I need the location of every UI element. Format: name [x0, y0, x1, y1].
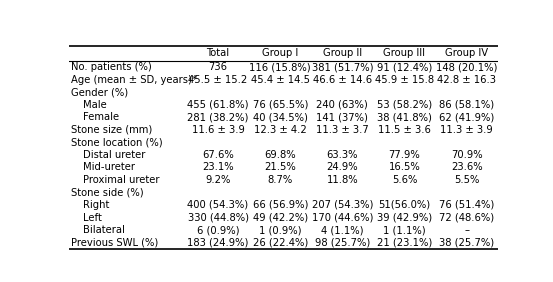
Text: Total: Total: [206, 49, 229, 58]
Text: 98 (25.7%): 98 (25.7%): [315, 237, 370, 248]
Text: 11.3 ± 3.9: 11.3 ± 3.9: [440, 125, 493, 135]
Text: 12.3 ± 4.2: 12.3 ± 4.2: [254, 125, 306, 135]
Text: Previous SWL (%): Previous SWL (%): [71, 237, 158, 248]
Text: 5.5%: 5.5%: [454, 175, 479, 185]
Text: 69.8%: 69.8%: [264, 150, 296, 160]
Text: Bilateral: Bilateral: [83, 225, 125, 235]
Text: 11.8%: 11.8%: [326, 175, 358, 185]
Text: 4 (1.1%): 4 (1.1%): [321, 225, 363, 235]
Text: 736: 736: [208, 62, 227, 72]
Text: 77.9%: 77.9%: [389, 150, 420, 160]
Text: 1 (1.1%): 1 (1.1%): [383, 225, 426, 235]
Text: –: –: [464, 225, 469, 235]
Text: 381 (51.7%): 381 (51.7%): [311, 62, 373, 72]
Text: 63.3%: 63.3%: [327, 150, 358, 160]
Text: 91 (12.4%): 91 (12.4%): [377, 62, 432, 72]
Text: Age (mean ± SD, years)*: Age (mean ± SD, years)*: [71, 75, 197, 85]
Text: Stone size (mm): Stone size (mm): [71, 125, 152, 135]
Text: Group IV: Group IV: [445, 49, 488, 58]
Text: 53 (58.2%): 53 (58.2%): [377, 100, 432, 110]
Text: 49 (42.2%): 49 (42.2%): [253, 213, 308, 222]
Text: 207 (54.3%): 207 (54.3%): [312, 200, 373, 210]
Text: Gender (%): Gender (%): [71, 87, 128, 97]
Text: Left: Left: [83, 213, 102, 222]
Text: 86 (58.1%): 86 (58.1%): [439, 100, 494, 110]
Text: 26 (22.4%): 26 (22.4%): [253, 237, 308, 248]
Text: 67.6%: 67.6%: [202, 150, 234, 160]
Text: 11.6 ± 3.9: 11.6 ± 3.9: [192, 125, 244, 135]
Text: 45.5 ± 15.2: 45.5 ± 15.2: [189, 75, 248, 85]
Text: 23.6%: 23.6%: [451, 162, 482, 172]
Text: Mid-ureter: Mid-ureter: [83, 162, 135, 172]
Text: 38 (41.8%): 38 (41.8%): [377, 112, 432, 122]
Text: 46.6 ± 14.6: 46.6 ± 14.6: [313, 75, 372, 85]
Text: Male: Male: [83, 100, 107, 110]
Text: 1 (0.9%): 1 (0.9%): [259, 225, 301, 235]
Text: 23.1%: 23.1%: [202, 162, 234, 172]
Text: Group III: Group III: [383, 49, 425, 58]
Text: Distal ureter: Distal ureter: [83, 150, 145, 160]
Text: 11.5 ± 3.6: 11.5 ± 3.6: [378, 125, 431, 135]
Text: Proximal ureter: Proximal ureter: [83, 175, 159, 185]
Text: 70.9%: 70.9%: [451, 150, 482, 160]
Text: 42.8 ± 16.3: 42.8 ± 16.3: [437, 75, 496, 85]
Text: 183 (24.9%): 183 (24.9%): [187, 237, 249, 248]
Text: 8.7%: 8.7%: [268, 175, 293, 185]
Text: 21.5%: 21.5%: [264, 162, 296, 172]
Text: 455 (61.8%): 455 (61.8%): [187, 100, 249, 110]
Text: Group II: Group II: [323, 49, 362, 58]
Text: 45.4 ± 14.5: 45.4 ± 14.5: [251, 75, 310, 85]
Text: Group I: Group I: [262, 49, 298, 58]
Text: 6 (0.9%): 6 (0.9%): [197, 225, 239, 235]
Text: No. patients (%): No. patients (%): [71, 62, 152, 72]
Text: 21 (23.1%): 21 (23.1%): [377, 237, 432, 248]
Text: 240 (63%): 240 (63%): [316, 100, 368, 110]
Text: 24.9%: 24.9%: [326, 162, 358, 172]
Text: Right: Right: [83, 200, 109, 210]
Text: 400 (54.3%): 400 (54.3%): [187, 200, 249, 210]
Text: Female: Female: [83, 112, 119, 122]
Text: 76 (65.5%): 76 (65.5%): [253, 100, 308, 110]
Text: 116 (15.8%): 116 (15.8%): [249, 62, 311, 72]
Text: 76 (51.4%): 76 (51.4%): [439, 200, 494, 210]
Text: 51(56.0%): 51(56.0%): [378, 200, 431, 210]
Text: 72 (48.6%): 72 (48.6%): [439, 213, 494, 222]
Text: 9.2%: 9.2%: [205, 175, 231, 185]
Text: 62 (41.9%): 62 (41.9%): [439, 112, 494, 122]
Text: 148 (20.1%): 148 (20.1%): [436, 62, 497, 72]
Text: Stone side (%): Stone side (%): [71, 188, 143, 197]
Text: 141 (37%): 141 (37%): [316, 112, 368, 122]
Text: 66 (56.9%): 66 (56.9%): [253, 200, 308, 210]
Text: 5.6%: 5.6%: [392, 175, 417, 185]
Text: 170 (44.6%): 170 (44.6%): [312, 213, 373, 222]
Text: 281 (38.2%): 281 (38.2%): [187, 112, 249, 122]
Text: 11.3 ± 3.7: 11.3 ± 3.7: [316, 125, 369, 135]
Text: Stone location (%): Stone location (%): [71, 137, 163, 147]
Text: 330 (44.8%): 330 (44.8%): [187, 213, 248, 222]
Text: 40 (34.5%): 40 (34.5%): [253, 112, 307, 122]
Text: 38 (25.7%): 38 (25.7%): [439, 237, 494, 248]
Text: 45.9 ± 15.8: 45.9 ± 15.8: [375, 75, 434, 85]
Text: 39 (42.9%): 39 (42.9%): [377, 213, 432, 222]
Text: 16.5%: 16.5%: [389, 162, 420, 172]
